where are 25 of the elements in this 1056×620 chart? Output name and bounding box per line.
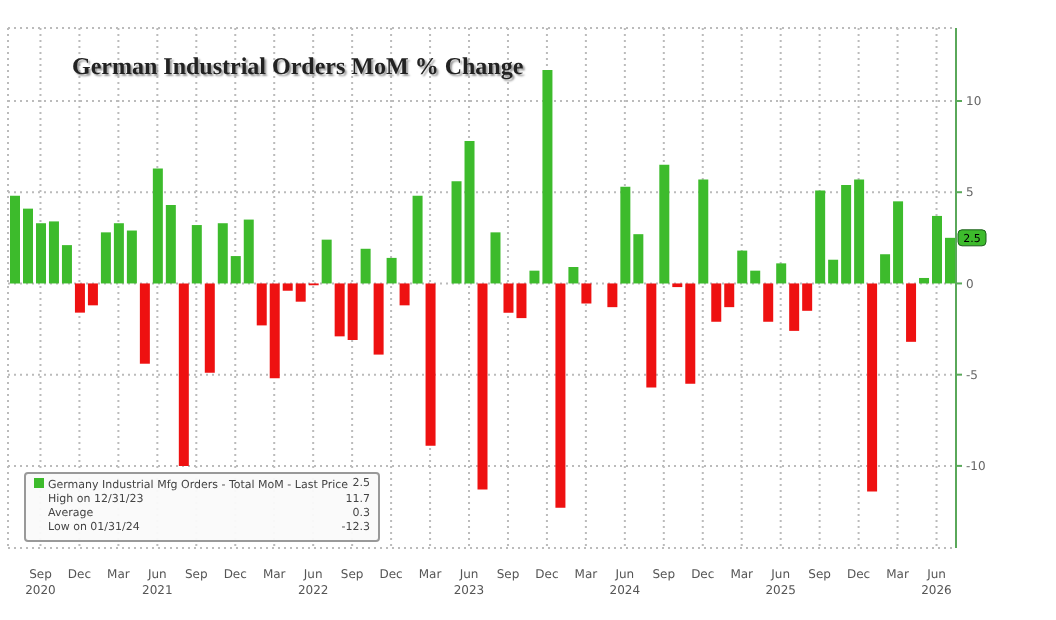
bar bbox=[425, 283, 436, 446]
bar bbox=[581, 283, 592, 304]
bar bbox=[490, 232, 501, 284]
bar bbox=[204, 283, 215, 373]
bar bbox=[321, 239, 332, 284]
bar bbox=[477, 283, 488, 490]
bar bbox=[139, 283, 150, 364]
bar bbox=[555, 283, 566, 508]
bar bbox=[607, 283, 618, 308]
bar bbox=[373, 283, 384, 355]
bar bbox=[178, 283, 189, 466]
bar bbox=[659, 164, 670, 284]
bar bbox=[763, 283, 774, 322]
bar bbox=[906, 283, 917, 342]
text: German Industrial Orders MoM % Change bbox=[72, 52, 524, 82]
bar bbox=[646, 283, 657, 388]
bar bbox=[360, 248, 371, 284]
bar bbox=[386, 257, 397, 284]
bar bbox=[698, 179, 709, 284]
bar bbox=[191, 225, 202, 284]
bar bbox=[776, 263, 787, 284]
bar bbox=[568, 267, 579, 284]
bar bbox=[399, 283, 410, 306]
bar bbox=[867, 283, 878, 492]
bar bbox=[412, 195, 423, 284]
